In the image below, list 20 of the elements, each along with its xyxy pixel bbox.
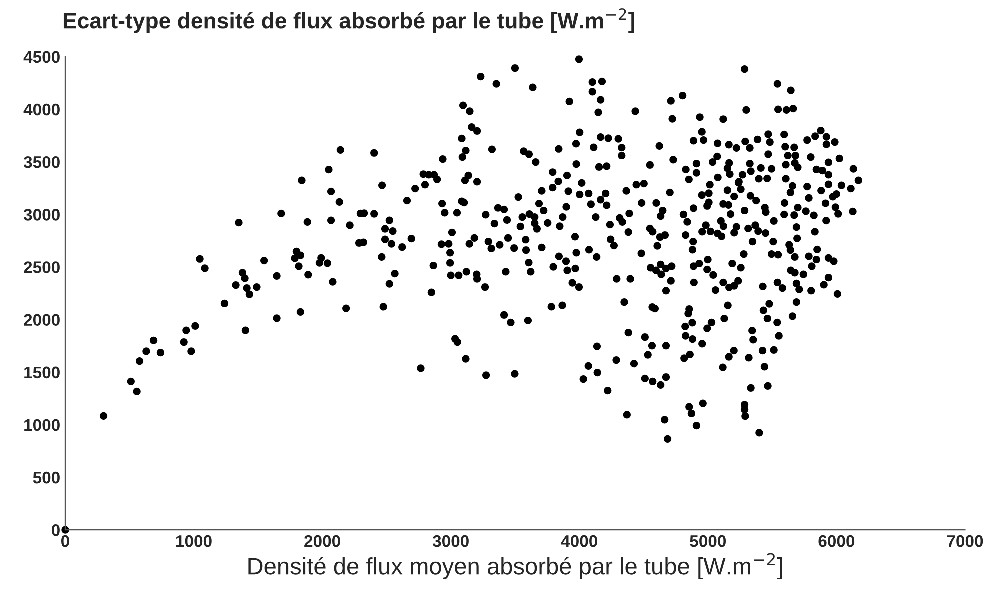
y-tick-label: 3000 — [24, 209, 60, 221]
y-tick-label: 4000 — [24, 104, 60, 116]
x-tick-label: 4000 — [561, 535, 598, 548]
y-tick-label: 1500 — [24, 366, 60, 379]
x-tick-label: 3000 — [432, 535, 469, 548]
y-tick-label: 2000 — [24, 314, 60, 326]
x-tick-label: 2000 — [304, 535, 340, 548]
y-tick-label: 1000 — [24, 419, 60, 432]
x-tick-label: 0 — [61, 535, 70, 548]
y-tick-label: 3500 — [24, 156, 60, 168]
x-tick-label: 5000 — [690, 535, 726, 548]
x-tick-label: 1000 — [176, 535, 212, 548]
y-tick-label: 2500 — [24, 262, 60, 274]
x-tick-label: 6000 — [818, 535, 855, 548]
x-axis-title: Densité de flux moyen absorbé par le tube [W.m$^{−2}$] — [248, 553, 782, 580]
chart-title: Ecart-type densité de flux absorbé par le tube [W.m$^{−2}$] — [64, 8, 634, 34]
x-tick-label: 7000 — [947, 535, 984, 548]
y-tick-label: 4500 — [24, 51, 60, 64]
y-tick-label: 0 — [52, 524, 60, 536]
y-tick-label: 500 — [33, 472, 60, 484]
